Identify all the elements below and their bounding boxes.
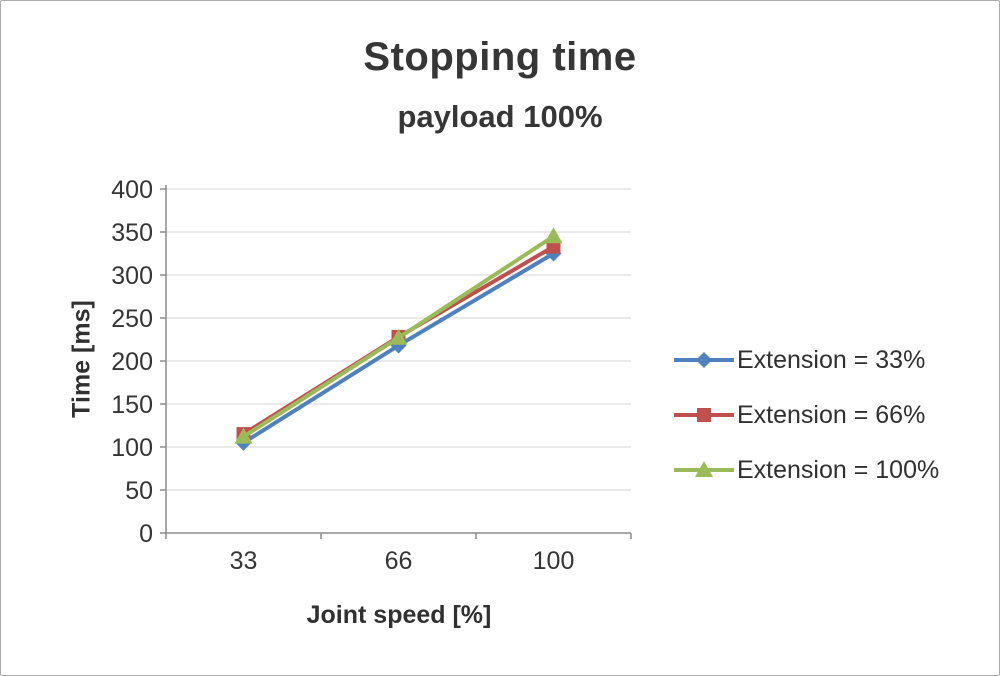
marker-triangle — [389, 328, 408, 345]
legend-item: Extension = 100% — [673, 453, 939, 487]
legend-key-icon — [674, 352, 734, 368]
marker-triangle — [544, 227, 563, 244]
chart-subtitle: payload 100% — [397, 99, 603, 134]
y-tick-label: 300 — [111, 262, 153, 290]
marker-triangle — [695, 461, 713, 477]
x-tick-label: 66 — [385, 547, 413, 575]
y-tick-label: 350 — [111, 219, 153, 247]
x-tick-label: 33 — [230, 547, 258, 575]
chart-title: Stopping time — [363, 35, 637, 79]
legend-label: Extension = 33% — [737, 345, 926, 374]
legend-key-icon — [674, 461, 734, 477]
marker-square — [697, 408, 711, 422]
marker-triangle — [234, 427, 253, 444]
legend-label: Extension = 100% — [737, 455, 940, 484]
legend-item: Extension = 33% — [673, 343, 939, 377]
legend: Extension = 33% Extension = 66% Extension … — [673, 343, 939, 487]
y-tick-label: 0 — [139, 520, 153, 548]
legend-label: Extension = 66% — [737, 400, 926, 429]
x-tick-label: 100 — [533, 547, 575, 575]
series-extension-33- — [235, 245, 562, 451]
legend-key-icon — [674, 408, 734, 422]
series-extension-100- — [234, 227, 563, 444]
legend-item: Extension = 66% — [673, 398, 939, 432]
y-tick-label: 250 — [111, 305, 153, 333]
y-tick-label: 50 — [125, 477, 153, 505]
y-tick-label: 150 — [111, 391, 153, 419]
y-tick-label: 100 — [111, 434, 153, 462]
y-tick-label: 200 — [111, 348, 153, 376]
marker-diamond — [696, 352, 712, 368]
y-tick-label: 400 — [111, 176, 153, 204]
y-axis-title: Time [ms] — [67, 300, 96, 418]
x-axis-title: Joint speed [%] — [306, 601, 492, 629]
